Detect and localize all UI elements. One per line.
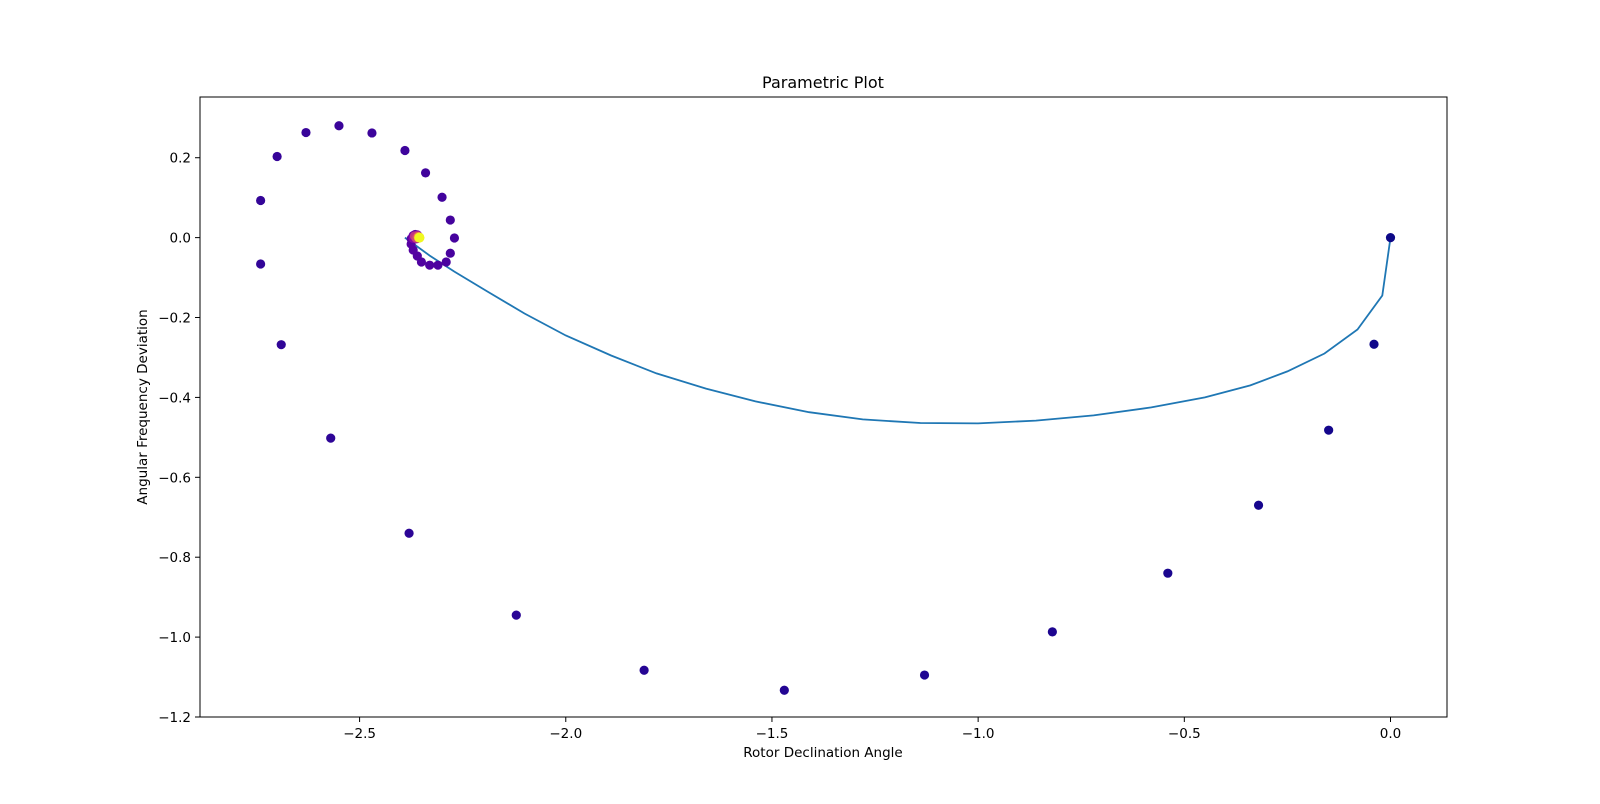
scatter-point xyxy=(301,127,311,138)
scatter-point xyxy=(276,340,286,350)
scatter-point xyxy=(367,128,377,138)
scatter-point xyxy=(639,665,649,675)
scatter-point xyxy=(400,145,410,156)
y-tick-label: −0.4 xyxy=(158,390,191,406)
x-axis-label: Rotor Declination Angle xyxy=(743,745,902,761)
y-axis-label: Angular Frequency Deviation xyxy=(135,309,151,504)
x-tick-label: −1.5 xyxy=(756,726,789,742)
scatter-point xyxy=(334,121,344,131)
x-tick-label: −2.5 xyxy=(343,726,376,742)
trajectory-series xyxy=(404,236,1392,425)
scatter-point xyxy=(779,685,789,695)
scatter-point xyxy=(326,433,336,443)
scatter-point xyxy=(1324,425,1334,435)
scatter-point xyxy=(414,232,425,243)
x-tick-label: −1.0 xyxy=(962,726,995,742)
axis-ticks: −2.5 −2.0 −1.5 −1.0 −0.5 0.0 −1.2 −1.0 −0.8 −0.6 −… xyxy=(158,151,1401,742)
scatter-point xyxy=(445,248,455,258)
scatter-point xyxy=(441,257,451,267)
scatter-point xyxy=(919,670,930,680)
scatter-point xyxy=(449,233,460,243)
scatter-point xyxy=(256,195,266,206)
x-tick-label: −2.0 xyxy=(549,726,582,742)
y-tick-label: 0.0 xyxy=(170,231,191,247)
x-tick-label: −0.5 xyxy=(1168,726,1201,742)
scatter-point xyxy=(445,215,455,225)
x-tick-label: 0.0 xyxy=(1380,726,1401,742)
plot-area xyxy=(200,97,1447,717)
scatter-point xyxy=(425,260,435,270)
scatter-point xyxy=(1369,339,1379,349)
scatter-series xyxy=(256,121,1396,695)
scatter-point xyxy=(404,528,414,538)
scatter-point xyxy=(437,192,447,202)
trajectory-line xyxy=(404,236,1392,425)
scatter-point xyxy=(1385,233,1396,243)
scatter-point xyxy=(1253,500,1264,510)
y-tick-label: −0.2 xyxy=(158,311,191,327)
scatter-point xyxy=(1163,568,1173,578)
y-tick-label: −1.0 xyxy=(158,630,191,646)
y-tick-label: −0.8 xyxy=(158,550,191,566)
scatter-point xyxy=(272,151,282,162)
y-tick-label: −1.2 xyxy=(158,710,191,726)
y-tick-label: 0.2 xyxy=(170,151,191,167)
scatter-point xyxy=(511,610,521,620)
y-tick-label: −0.6 xyxy=(158,470,191,486)
scatter-point xyxy=(256,259,266,269)
plot-frame xyxy=(199,96,1448,718)
chart-title: Parametric Plot xyxy=(762,73,884,92)
scatter-point xyxy=(420,168,431,178)
scatter-point xyxy=(1047,627,1057,637)
scatter-point xyxy=(433,260,443,270)
